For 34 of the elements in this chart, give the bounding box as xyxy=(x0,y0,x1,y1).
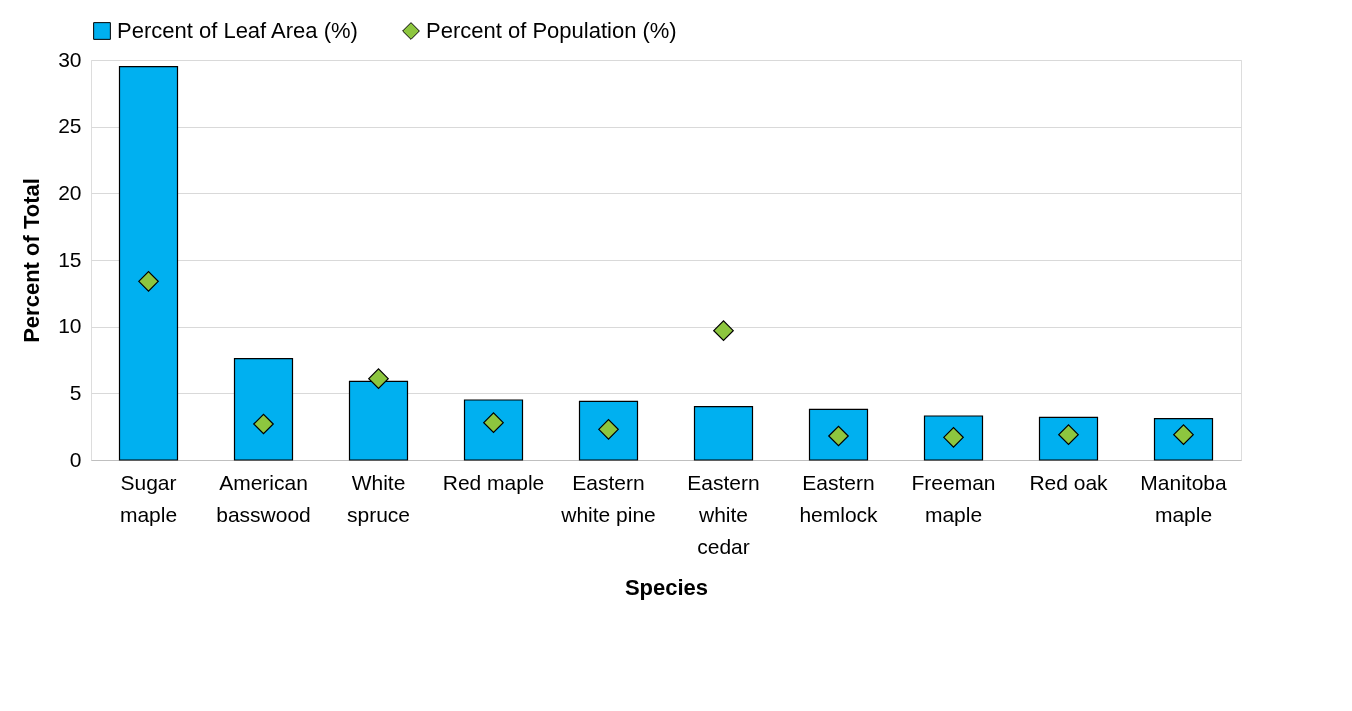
point xyxy=(368,368,389,390)
point xyxy=(138,270,159,292)
x-axis-title: Species xyxy=(624,574,709,600)
bar xyxy=(693,406,754,461)
bar xyxy=(808,408,869,461)
y-tick-label: 30 xyxy=(58,47,82,71)
x-tick-label: Eastern white cedar xyxy=(687,470,760,558)
legend-label: Percent of Leaf Area (%) xyxy=(117,18,358,43)
point xyxy=(253,413,274,435)
bar xyxy=(118,66,179,461)
x-tick-label: Manitoba maple xyxy=(1140,470,1228,526)
bar xyxy=(233,358,294,461)
y-tick-label: 10 xyxy=(58,314,82,338)
y-tick-label: 5 xyxy=(69,380,82,404)
x-tick-label: Sugar maple xyxy=(119,470,178,526)
bar xyxy=(578,400,639,461)
y-tick-label: 15 xyxy=(58,247,82,271)
x-tick-label: Freeman maple xyxy=(911,470,996,526)
bar xyxy=(1153,418,1214,461)
x-tick-label: Red maple xyxy=(442,470,545,494)
legend-label: Percent of Population (%) xyxy=(426,18,677,43)
y-tick-label: 25 xyxy=(58,114,82,138)
bar xyxy=(923,415,984,461)
x-tick-label: White spruce xyxy=(346,470,411,526)
x-tick-label: Red oak xyxy=(1029,470,1109,494)
y-tick-label: 20 xyxy=(58,180,82,204)
x-tick-label: Eastern white pine xyxy=(560,470,656,526)
y-tick-label: 0 xyxy=(69,447,82,471)
x-tick-label: American basswood xyxy=(216,470,311,526)
y-axis-title: Percent of Total xyxy=(19,178,45,343)
x-tick-label: Eastern hemlock xyxy=(799,470,879,526)
bar xyxy=(463,399,524,461)
point xyxy=(713,320,734,342)
bar xyxy=(1038,416,1099,461)
